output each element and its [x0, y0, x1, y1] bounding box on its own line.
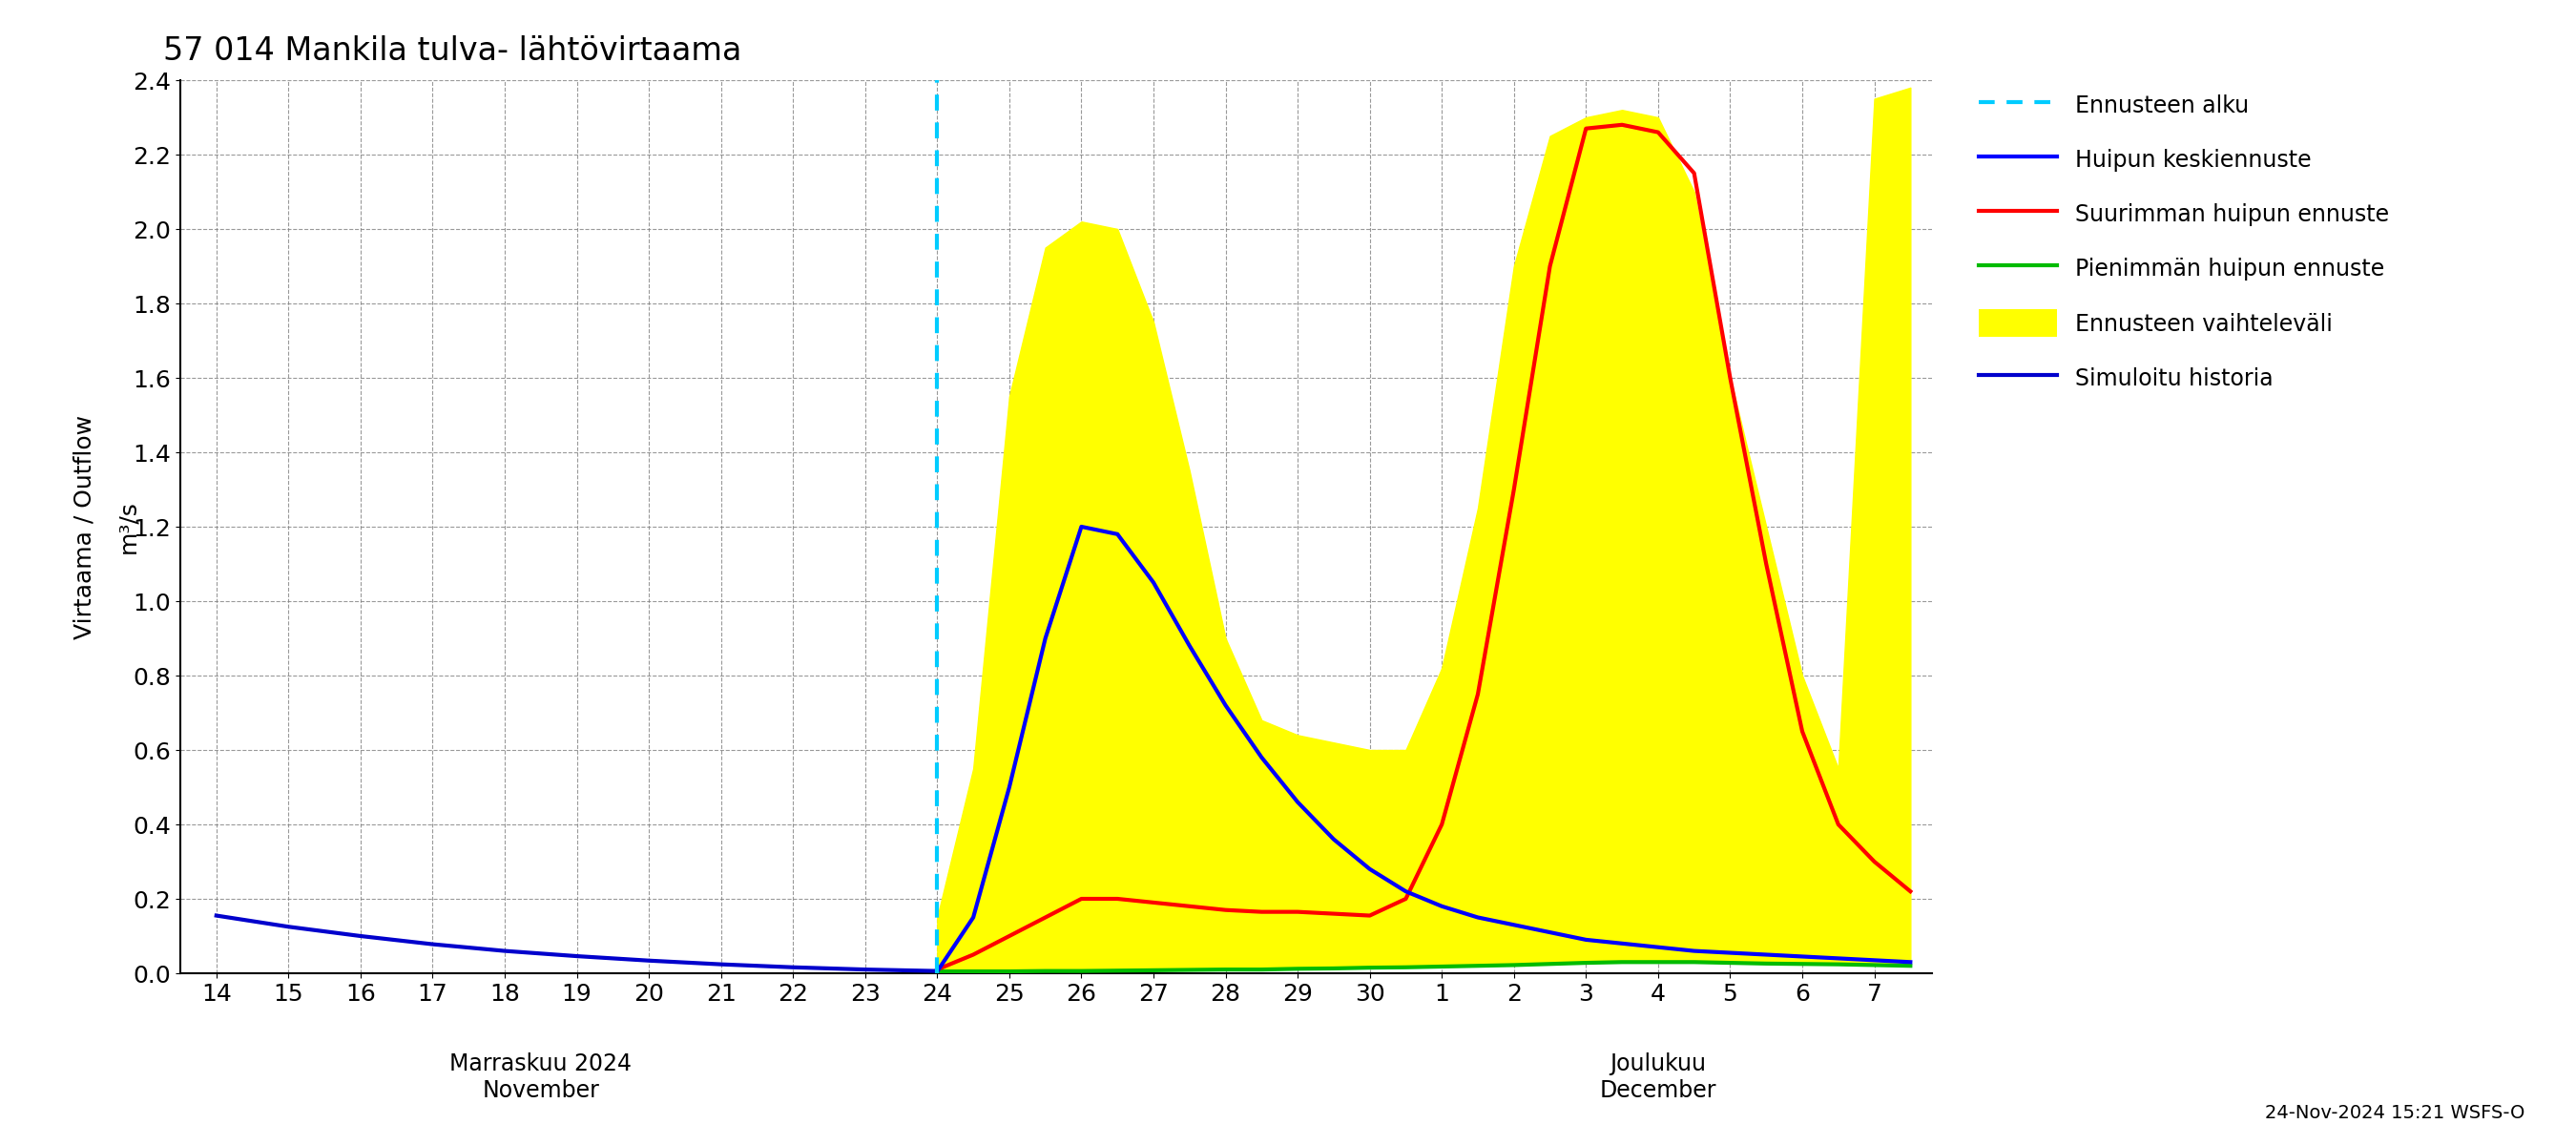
Text: m³/s: m³/s: [116, 500, 139, 553]
Text: Marraskuu 2024
November: Marraskuu 2024 November: [451, 1052, 631, 1103]
Legend: Ennusteen alku, Huipun keskiennuste, Suurimman huipun ennuste, Pienimmän huipun : Ennusteen alku, Huipun keskiennuste, Suu…: [1978, 92, 2388, 392]
Text: 57 014 Mankila tulva- lähtövirtaama: 57 014 Mankila tulva- lähtövirtaama: [162, 35, 742, 66]
Text: Virtaama / Outflow: Virtaama / Outflow: [72, 414, 95, 639]
Text: 24-Nov-2024 15:21 WSFS-O: 24-Nov-2024 15:21 WSFS-O: [2264, 1104, 2524, 1122]
Text: Joulukuu
December: Joulukuu December: [1600, 1052, 1716, 1103]
